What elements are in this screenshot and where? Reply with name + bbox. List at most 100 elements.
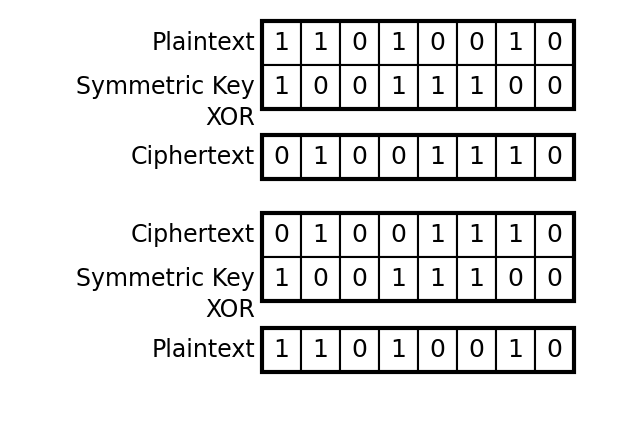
Bar (262, 258, 301, 302)
Text: 1: 1 (429, 75, 445, 99)
Bar (262, 213, 301, 258)
Bar (379, 258, 418, 302)
Bar (301, 328, 340, 372)
Text: 0: 0 (352, 31, 368, 55)
Bar (262, 21, 574, 109)
Text: 0: 0 (469, 338, 484, 362)
Bar (457, 258, 496, 302)
Bar (262, 328, 301, 372)
Text: 1: 1 (469, 146, 484, 169)
Text: 1: 1 (273, 267, 289, 291)
Bar (496, 135, 535, 179)
Text: 1: 1 (313, 31, 329, 55)
Text: 0: 0 (508, 75, 524, 99)
Bar (535, 65, 574, 109)
Text: 0: 0 (547, 75, 562, 99)
Bar (301, 258, 340, 302)
Bar (379, 213, 418, 258)
Text: 1: 1 (313, 146, 329, 169)
Text: 0: 0 (547, 31, 562, 55)
Text: 1: 1 (313, 224, 329, 247)
Bar (457, 21, 496, 65)
Text: Symmetric Key: Symmetric Key (76, 75, 255, 99)
Text: 1: 1 (469, 75, 484, 99)
Text: 0: 0 (547, 146, 562, 169)
Text: 0: 0 (352, 146, 368, 169)
Bar (340, 328, 379, 372)
Text: 1: 1 (429, 267, 445, 291)
Bar (379, 21, 418, 65)
Text: 0: 0 (352, 338, 368, 362)
Bar (457, 65, 496, 109)
Text: 1: 1 (273, 75, 289, 99)
Bar (262, 21, 301, 65)
Bar (496, 328, 535, 372)
Bar (535, 258, 574, 302)
Bar (301, 65, 340, 109)
Bar (301, 21, 340, 65)
Text: 0: 0 (352, 75, 368, 99)
Text: 0: 0 (352, 224, 368, 247)
Bar (301, 213, 340, 258)
Text: 1: 1 (508, 338, 524, 362)
Text: 0: 0 (508, 267, 524, 291)
Text: Symmetric Key: Symmetric Key (76, 267, 255, 291)
Bar (535, 135, 574, 179)
Bar (301, 135, 340, 179)
Bar (262, 65, 301, 109)
Bar (262, 135, 574, 179)
Bar (535, 21, 574, 65)
Bar (340, 258, 379, 302)
Text: 0: 0 (469, 31, 484, 55)
Text: 1: 1 (390, 75, 406, 99)
Text: 0: 0 (273, 146, 289, 169)
Bar (340, 135, 379, 179)
Bar (418, 135, 457, 179)
Text: 0: 0 (313, 267, 329, 291)
Text: 1: 1 (508, 31, 524, 55)
Text: 0: 0 (429, 338, 445, 362)
Text: Plaintext: Plaintext (151, 338, 255, 362)
Bar (457, 213, 496, 258)
Text: 1: 1 (469, 267, 484, 291)
Text: XOR: XOR (205, 106, 255, 130)
Bar (535, 213, 574, 258)
Text: 0: 0 (313, 75, 329, 99)
Text: 1: 1 (273, 338, 289, 362)
Text: 0: 0 (429, 31, 445, 55)
Bar (262, 135, 301, 179)
Text: 0: 0 (352, 267, 368, 291)
Text: Plaintext: Plaintext (151, 31, 255, 55)
Text: 0: 0 (273, 224, 289, 247)
Text: 1: 1 (390, 31, 406, 55)
Text: 1: 1 (429, 224, 445, 247)
Text: 1: 1 (313, 338, 329, 362)
Bar (496, 258, 535, 302)
Bar (340, 21, 379, 65)
Bar (535, 328, 574, 372)
Bar (418, 258, 457, 302)
Bar (418, 213, 457, 258)
Bar (262, 328, 574, 372)
Text: Ciphertext: Ciphertext (131, 146, 255, 169)
Text: 0: 0 (547, 267, 562, 291)
Text: 1: 1 (508, 146, 524, 169)
Bar (496, 21, 535, 65)
Text: 1: 1 (390, 267, 406, 291)
Bar (379, 328, 418, 372)
Text: 1: 1 (429, 146, 445, 169)
Bar (418, 21, 457, 65)
Bar (496, 213, 535, 258)
Bar (379, 135, 418, 179)
Bar (340, 65, 379, 109)
Bar (496, 65, 535, 109)
Bar (418, 65, 457, 109)
Text: 1: 1 (273, 31, 289, 55)
Text: 1: 1 (469, 224, 484, 247)
Text: 1: 1 (508, 224, 524, 247)
Bar (457, 328, 496, 372)
Text: 0: 0 (547, 338, 562, 362)
Text: 0: 0 (390, 224, 406, 247)
Text: Ciphertext: Ciphertext (131, 224, 255, 247)
Text: 0: 0 (390, 146, 406, 169)
